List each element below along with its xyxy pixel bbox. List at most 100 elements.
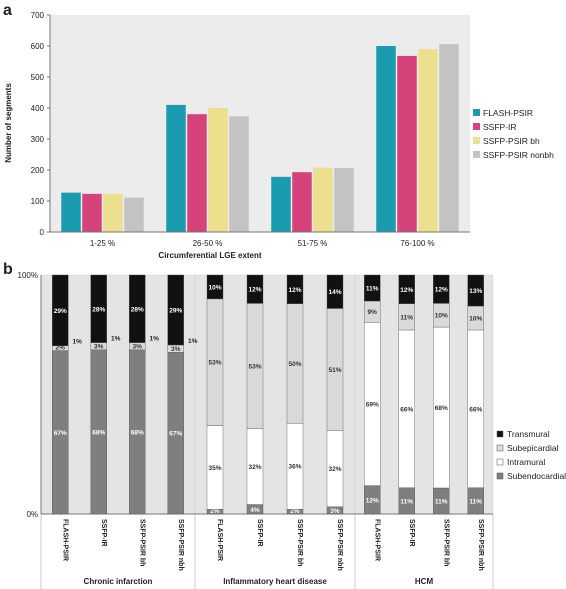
category-label: SSFP-IR [256,519,263,547]
legend-label: Intramural [507,457,545,467]
stack-value-label: 51% [328,367,341,374]
category-label: SSFP-PSIR bh [138,519,145,566]
stack-value-label: 13% [469,288,482,295]
stack-segment [52,274,69,346]
category-label: SSFP-PSIR nbh [177,519,184,571]
category-label: SSFP-PSIR nbh [336,519,343,571]
bar [376,46,396,232]
legend-swatch [473,151,480,158]
stack-value-label: 4% [250,507,260,514]
y-tick-label: 100 [31,197,45,206]
panel-b-letter: b [3,261,13,278]
x-tick-label: 51-75 % [298,239,328,248]
stack-value-label: 3% [330,508,340,515]
y-tick-label: 0% [26,510,38,519]
y-tick-label: 300 [31,135,45,144]
panel-b-chart: b 100%0% 67%2%29%1%68%3%28%1%68%3%28%1%6… [3,261,566,589]
stack-value-label: 11% [469,498,482,505]
y-tick-label: 700 [31,11,45,20]
stack-value-label: 12% [248,287,261,294]
bar [313,167,333,232]
panel-b-bars: 67% 2% 29% 1% 68% 3% 28% 1% 68% 3% 28% 1% 67% 3% 29% 1%… [52,274,484,515]
stack-value-label: 36% [288,464,301,471]
y-tick-label: 200 [31,166,45,175]
panel-b-group-backgrounds [40,274,494,589]
side-value-label: 1% [111,336,121,343]
panel-b-group-labels: Chronic infarction Inflammatory heart dis… [84,577,434,586]
y-tick-label: 400 [31,104,45,113]
stack-value-label: 29% [169,308,182,315]
panel-a-bars [61,44,459,232]
category-label: FLASH-PSIR [216,519,223,561]
stack-value-label: 68% [435,405,448,412]
bar [418,49,438,232]
bar [292,172,312,232]
stack-value-label: 29% [54,308,67,315]
legend-label: SSFP-PSIR bh [483,136,540,146]
legend-swatch [496,430,504,438]
stack-value-label: 11% [400,314,413,321]
legend-swatch [473,123,480,130]
legend-label: SSFP-IR [483,122,517,132]
stack-value-label: 35% [208,465,221,472]
category-label: SSFP-PSIR bh [442,519,449,566]
panel-b-y-ticks: 100% 0% [18,271,38,519]
stack-value-label: 32% [248,464,261,471]
stack-value-label: 10% [208,284,221,291]
group-label: Inflammatory heart disease [223,577,327,586]
category-label: SSFP-PSIR bh [296,519,303,566]
panel-b-category-labels: FLASH-PSIR SSFP-IR SSFP-PSIR bh SSFP-PSIR n… [61,519,484,571]
bar [103,193,123,232]
stack-value-label: 2% [290,508,300,515]
panel-a-x-ticks: 1-25 % 26-50 % 51-75 % 76-100 % [90,239,435,248]
bar [166,104,186,232]
y-tick-label: 0 [40,228,45,237]
category-label: SSFP-IR [408,519,415,547]
stack-value-label: 28% [131,306,144,313]
stack-value-label: 67% [169,431,182,438]
legend-label: Subepicardial [507,443,559,453]
category-label: FLASH-PSIR [61,519,68,561]
panel-a-y-ticks: 0 100 200 300 400 500 600 700 [31,11,50,237]
bar [229,116,249,232]
stack-value-label: 12% [400,287,413,294]
stack-segment [206,274,224,300]
stack-value-label: 11% [435,498,448,505]
bar [61,192,81,232]
legend-label: FLASH-PSIR [483,108,533,118]
stack-value-label: 53% [248,364,261,371]
panel-a-chart: a 0 100 200 300 400 500 600 700 1-25 % 26-50 % 51… [3,2,554,260]
panel-a-legend: FLASH-PSIR SSFP-IR SSFP-PSIR bh SSFP-PSIR n… [473,108,554,160]
y-tick-label: 100% [18,271,38,280]
bar [124,197,144,232]
stack-value-label: 28% [92,306,105,313]
stack-value-label: 66% [469,406,482,413]
legend-swatch [473,137,480,144]
panel-a-y-axis-title: Number of segments [4,83,13,163]
stack-value-label: 69% [366,401,379,408]
category-label: FLASH-PSIR [373,519,380,561]
bar [187,114,207,232]
legend-swatch [496,458,504,466]
y-tick-label: 600 [31,42,45,51]
y-tick-label: 500 [31,73,45,82]
stack-value-label: 50% [288,361,301,368]
legend-swatch [496,444,504,452]
x-tick-label: 76-100 % [400,239,434,248]
stack-segment [286,274,304,304]
stack-value-label: 32% [328,466,341,473]
panel-a-x-axis-title: Circumferential LGE extent [158,251,261,260]
stack-value-label: 2% [210,508,220,515]
panel-a-letter: a [3,2,12,19]
stack-value-label: 11% [400,498,413,505]
stack-value-label: 12% [288,287,301,294]
stack-value-label: 3% [171,346,181,353]
bar [397,55,417,232]
stack-value-label: 3% [133,344,143,351]
stack-value-label: 10% [469,316,482,323]
stack-value-label: 11% [366,286,379,293]
stack-segment [167,274,184,346]
panel-b-legend: Transmural Subepicardial Intramural Subendo… [496,429,566,481]
group-label: Chronic infarction [84,577,153,586]
stack-value-label: 10% [435,313,448,320]
